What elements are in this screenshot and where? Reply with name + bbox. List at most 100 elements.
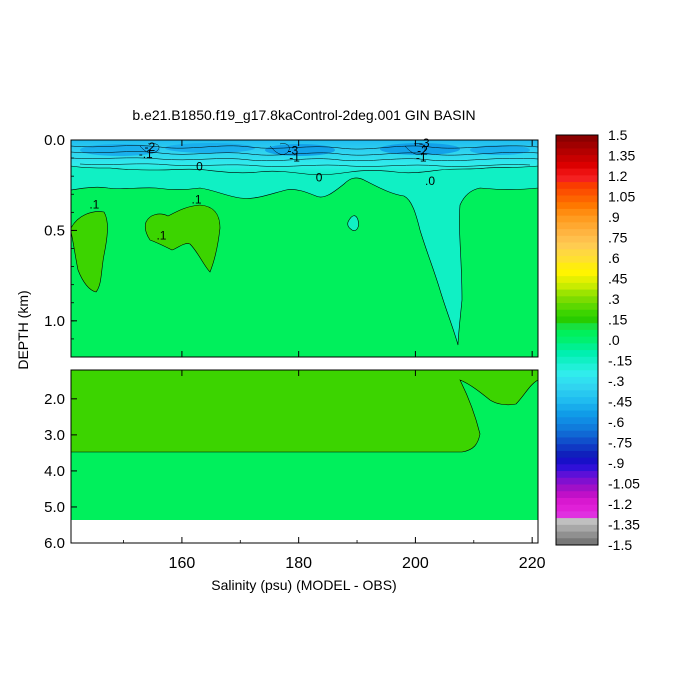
colorbar-swatch <box>556 188 598 196</box>
colorbar-labels: 1.5 1.35 1.2 1.05 .9 .75 .6 .45 .3 .15 .0 -.15 -.3 -.… <box>608 127 640 553</box>
colorbar-swatch <box>556 148 598 156</box>
colorbar-swatch <box>556 531 598 539</box>
colorbar-swatch <box>556 255 598 264</box>
contour-label: .1 <box>89 198 99 212</box>
colorbar-swatch <box>556 497 598 506</box>
colorbar-swatch <box>556 403 598 412</box>
colorbar-swatch <box>556 155 598 163</box>
colorbar-swatch <box>556 343 598 351</box>
colorbar-swatch <box>556 417 598 425</box>
lower-panel-frame <box>70 369 539 544</box>
colorbar-swatch <box>556 504 598 512</box>
colorbar-label: 1.5 <box>608 127 628 143</box>
colorbar-swatch <box>556 249 598 257</box>
colorbar-swatch <box>556 518 598 526</box>
colorbar-swatch <box>556 477 598 486</box>
y-tick-label: 4.0 <box>44 463 65 480</box>
colorbar-swatch <box>556 356 598 365</box>
colorbar-swatch <box>556 282 598 291</box>
colorbar-swatch <box>556 276 598 284</box>
blue-core <box>265 144 335 156</box>
contour-label: -3 <box>419 136 430 150</box>
colorbar-swatch <box>556 444 598 452</box>
colorbar-label: -1.05 <box>608 476 640 492</box>
colorbar-swatch <box>556 430 598 438</box>
x-ticks: 160 180 200 220 <box>123 140 546 572</box>
colorbar-swatch <box>556 141 598 149</box>
colorbar-swatch <box>556 329 598 338</box>
colorbar-swatch <box>556 222 598 230</box>
y-tick-label: 1.0 <box>44 313 65 330</box>
colorbar-swatch <box>556 464 598 472</box>
blue-core <box>80 144 160 156</box>
contour-label: -2 <box>144 140 155 154</box>
teal-patch <box>347 215 359 231</box>
colorbar-swatch <box>556 323 598 331</box>
colorbar-swatch <box>556 511 598 519</box>
contour-label: 0 <box>196 160 203 174</box>
lower-green-region <box>71 370 538 453</box>
x-tick-label: 160 <box>169 555 196 572</box>
colorbar-swatch <box>556 484 598 492</box>
teal-band <box>71 140 538 346</box>
colorbar-swatch <box>556 309 598 317</box>
colorbar-swatch <box>556 424 598 432</box>
colorbar-swatch <box>556 182 598 190</box>
colorbar-swatch <box>556 269 598 277</box>
contour-label: -1 <box>289 151 300 165</box>
colorbar-swatch <box>556 208 598 217</box>
contour-label: -.1 <box>139 147 153 161</box>
colorbar-swatch <box>556 376 598 385</box>
y-axis-label: DEPTH (km) <box>15 290 31 369</box>
chart-title: b.e21.B1850.f19_g17.8kaControl-2deg.001 … <box>132 107 475 123</box>
colorbar-label: -1.5 <box>608 537 632 553</box>
contour-label: .0 <box>425 174 435 188</box>
contour-label: .1 <box>191 192 201 206</box>
colorbar-label: .9 <box>608 209 620 225</box>
y-tick-label: 2.0 <box>44 391 65 408</box>
upper-y-ticks: 0.0 0.5 1.0 <box>44 132 77 340</box>
colorbar-swatch <box>556 242 598 250</box>
surface-contours <box>71 143 538 167</box>
colorbar-swatch <box>556 383 598 391</box>
colorbar-label: 1.2 <box>608 168 628 184</box>
colorbar-label: .6 <box>608 250 620 266</box>
colorbar-swatch <box>556 336 598 344</box>
no-data-region <box>71 520 538 543</box>
x-tick-label: 180 <box>285 555 312 572</box>
colorbar-swatch <box>556 296 598 304</box>
colorbar-swatch <box>556 215 598 223</box>
colorbar-frame <box>555 134 599 546</box>
colorbar-label: -1.35 <box>608 517 640 533</box>
colorbar-swatch <box>556 289 598 297</box>
contour-labels: -2-.1 -3-100-3-2-1.0.1.1.1 <box>89 136 435 242</box>
contour-label: -3 <box>287 143 298 157</box>
colorbar-swatch <box>556 229 598 237</box>
colorbar-swatch <box>556 202 598 210</box>
y-tick-label: 3.0 <box>44 427 65 444</box>
colorbar-label: -.45 <box>608 394 632 410</box>
x-axis-label: Salinity (psu) (MODEL - OBS) <box>211 577 396 593</box>
colorbar-label: .15 <box>608 312 628 328</box>
colorbar-swatch <box>556 161 598 170</box>
colorbar-swatch <box>556 262 598 270</box>
colorbar-swatch <box>556 524 598 533</box>
y-tick-label: 5.0 <box>44 499 65 516</box>
colorbar-swatch <box>556 350 598 358</box>
colorbar-label: -.75 <box>608 435 632 451</box>
colorbar-label: .75 <box>608 230 628 246</box>
colorbar-label: .45 <box>608 271 628 287</box>
colorbar-swatch <box>556 370 598 378</box>
contour-label: .1 <box>156 228 166 242</box>
colorbar-swatch <box>556 195 598 203</box>
colorbar-swatch <box>556 363 598 371</box>
blue-core <box>470 145 530 155</box>
colorbar-label: -1.2 <box>608 496 632 512</box>
colorbar-swatch <box>556 235 598 244</box>
colorbar-label: -.9 <box>608 455 625 471</box>
colorbar-swatch <box>556 450 598 459</box>
colorbar-swatch <box>556 390 598 398</box>
colorbar-swatch <box>556 175 598 183</box>
colorbar-label: -.15 <box>608 353 632 369</box>
blue-core <box>380 143 460 155</box>
